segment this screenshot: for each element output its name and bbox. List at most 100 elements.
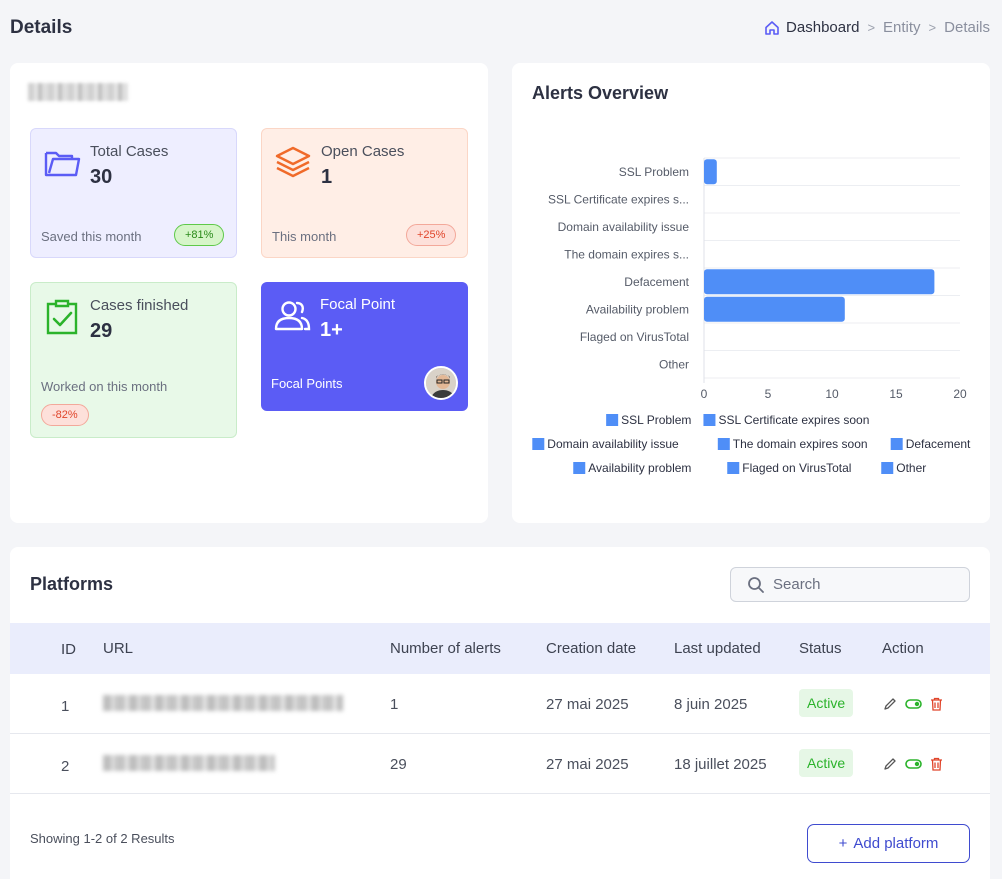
- entity-summary-card: Total Cases 30 Saved this month +81% Ope…: [10, 63, 488, 523]
- cases-finished-badge: -82%: [41, 404, 89, 426]
- row-alerts: 1: [390, 696, 399, 713]
- breadcrumb-dashboard-label: Dashboard: [786, 19, 860, 36]
- y-tick-label: Domain availability issue: [558, 220, 690, 234]
- add-platform-button[interactable]: + Add platform: [807, 824, 970, 863]
- edit-icon[interactable]: [883, 757, 897, 771]
- x-tick-label: 15: [889, 387, 903, 401]
- focal-point-card[interactable]: Focal Point 1+ Focal Points: [261, 282, 468, 411]
- legend-entry: Defacement: [906, 437, 971, 451]
- y-tick-label: Other: [659, 357, 689, 371]
- table-header: ID URL Number of alerts Creation date La…: [10, 623, 990, 674]
- focal-point-label: Focal Point: [320, 296, 396, 313]
- open-cases-card: Open Cases 1 This month +25%: [261, 128, 468, 258]
- column-header-action: Action: [882, 640, 924, 657]
- row-created: 27 mai 2025: [546, 696, 629, 713]
- add-platform-label: Add platform: [853, 835, 939, 852]
- cases-finished-label: Cases finished: [90, 297, 189, 314]
- legend-swatch: [606, 414, 619, 426]
- row-created: 27 mai 2025: [546, 756, 629, 773]
- total-cases-card: Total Cases 30 Saved this month +81%: [30, 128, 237, 258]
- breadcrumb-entity[interactable]: Entity: [883, 19, 921, 36]
- edit-icon[interactable]: [883, 697, 897, 711]
- toggle-icon[interactable]: [905, 758, 922, 770]
- cases-finished-value: 29: [90, 320, 113, 342]
- search-box[interactable]: [730, 567, 970, 602]
- y-tick-label: SSL Problem: [619, 165, 689, 179]
- column-header-last-updated[interactable]: Last updated: [674, 640, 761, 657]
- row-updated: 18 juillet 2025: [674, 756, 767, 773]
- home-icon: [765, 20, 779, 35]
- delete-icon[interactable]: [930, 697, 943, 711]
- alerts-overview-card: Alerts Overview SSL Problem SSL Certifica…: [512, 63, 990, 523]
- legend-entry: SSL Problem: [621, 413, 691, 427]
- layers-icon: [275, 146, 311, 178]
- legend-entry: Availability problem: [588, 461, 691, 475]
- legend-swatch: [890, 438, 903, 450]
- total-cases-value: 30: [90, 166, 113, 188]
- legend-entry: Flaged on VirusTotal: [742, 461, 851, 475]
- row-alerts: 29: [390, 756, 407, 773]
- breadcrumb-separator: >: [928, 20, 937, 35]
- column-header-status[interactable]: Status: [799, 640, 842, 657]
- clipboard-check-icon: [46, 299, 78, 335]
- legend-swatch: [573, 462, 586, 474]
- row-id: 2: [61, 758, 70, 775]
- row-url-redacted[interactable]: [103, 695, 343, 711]
- total-cases-label: Total Cases: [90, 143, 169, 160]
- x-tick-label: 5: [765, 387, 772, 401]
- platforms-card: Platforms ID URL Number of alerts Creati…: [10, 547, 990, 879]
- legend-swatch: [717, 438, 730, 450]
- total-cases-badge: +81%: [174, 224, 225, 246]
- total-cases-note: Saved this month: [41, 229, 142, 244]
- cases-finished-note: Worked on this month: [41, 379, 168, 394]
- page-title: Details: [10, 17, 73, 38]
- column-header-creation-date[interactable]: Creation date: [546, 640, 637, 657]
- bar: [704, 159, 717, 185]
- platforms-title: Platforms: [30, 574, 114, 594]
- legend-entry: Other: [896, 461, 926, 475]
- x-tick-label: 0: [701, 387, 708, 401]
- avatar[interactable]: [424, 366, 458, 400]
- legend-swatch: [881, 462, 894, 474]
- row-id: 1: [61, 698, 70, 715]
- open-cases-note: This month: [272, 229, 337, 244]
- row-url-redacted[interactable]: [103, 755, 275, 771]
- open-cases-value: 1: [321, 166, 333, 188]
- open-cases-label: Open Cases: [321, 143, 405, 160]
- toggle-icon[interactable]: [905, 698, 922, 710]
- bar: [704, 296, 845, 322]
- breadcrumb: Dashboard > Entity > Details: [764, 19, 990, 36]
- user-avatar-icon: [426, 368, 456, 398]
- table-row: 2 29 27 mai 2025 18 juillet 2025 Active: [10, 734, 990, 794]
- row-actions: [883, 757, 943, 771]
- breadcrumb-dashboard[interactable]: Dashboard: [764, 19, 859, 36]
- bar: [704, 269, 935, 295]
- x-tick-label: 20: [953, 387, 967, 401]
- breadcrumb-separator: >: [867, 20, 876, 35]
- y-tick-label: Defacement: [624, 275, 689, 289]
- folder-icon: [44, 151, 81, 177]
- legend-swatch: [703, 414, 716, 426]
- search-icon: [748, 576, 764, 593]
- focal-point-value: 1+: [320, 319, 343, 341]
- open-cases-badge: +25%: [406, 224, 457, 246]
- column-header-alerts[interactable]: Number of alerts: [390, 640, 501, 657]
- row-actions: [883, 697, 943, 711]
- cases-finished-card: Cases finished 29 Worked on this month -…: [30, 282, 237, 438]
- column-header-id[interactable]: ID: [61, 641, 76, 658]
- table-row: 1 1 27 mai 2025 8 juin 2025 Active: [10, 674, 990, 734]
- users-icon: [274, 301, 311, 331]
- legend-entry: SSL Certificate expires soon: [718, 413, 869, 427]
- y-tick-label: The domain expires s...: [564, 247, 689, 261]
- alerts-bar-chart: SSL Problem SSL Certificate expires s... D…: [532, 157, 971, 475]
- row-updated: 8 juin 2025: [674, 696, 748, 713]
- chart-title: Alerts Overview: [532, 83, 669, 103]
- entity-name-redacted: [28, 83, 128, 101]
- legend-swatch: [532, 438, 545, 450]
- delete-icon[interactable]: [930, 757, 943, 771]
- status-badge: Active: [799, 689, 854, 717]
- y-tick-label: SSL Certificate expires s...: [548, 192, 689, 206]
- status-badge: Active: [799, 749, 854, 777]
- column-header-url[interactable]: URL: [103, 640, 134, 657]
- search-input[interactable]: [773, 576, 953, 593]
